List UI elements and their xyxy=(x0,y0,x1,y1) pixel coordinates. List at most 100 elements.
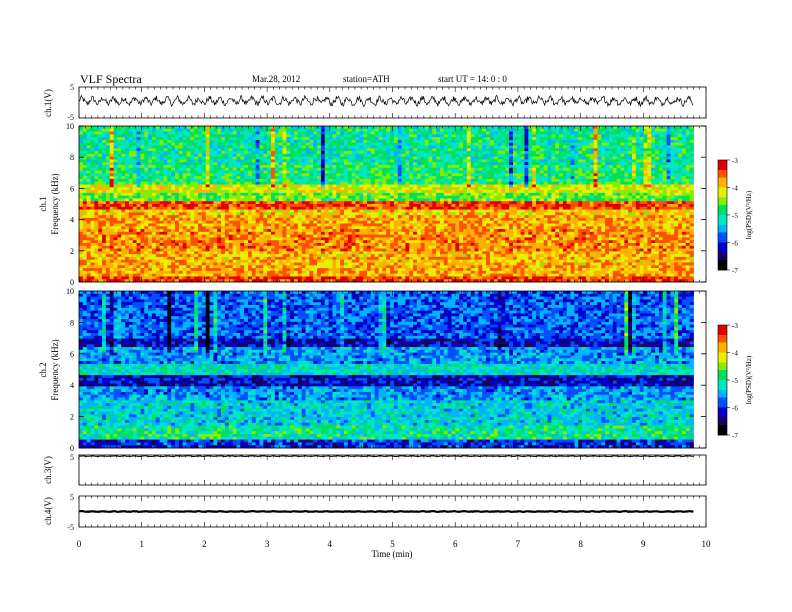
spectrogram-cell xyxy=(213,134,218,138)
spectrogram-cell xyxy=(343,243,349,247)
spectrogram-cell xyxy=(94,245,99,249)
spectrogram-cell xyxy=(267,254,272,258)
spectrogram-cell xyxy=(351,279,356,283)
spectrogram-cell xyxy=(190,201,195,205)
spectrogram-cell xyxy=(347,215,353,219)
spectrogram-cell xyxy=(117,217,122,222)
spectrogram-cell xyxy=(105,198,111,202)
spectrogram-cell xyxy=(182,181,187,185)
spectrogram-cell xyxy=(232,178,237,183)
spectrogram-cell xyxy=(155,142,161,146)
spectrogram-cell xyxy=(267,217,272,222)
spectrogram-cell xyxy=(209,195,214,199)
spectrogram-cell xyxy=(301,215,306,219)
spectrogram-cell xyxy=(328,162,333,166)
spectrogram-cell xyxy=(113,178,118,183)
spectrogram-cell xyxy=(144,170,149,174)
spectrogram-cell xyxy=(128,240,134,244)
spectrogram-cell xyxy=(175,131,180,135)
spectrogram-cell xyxy=(144,231,149,236)
spectrogram-cell xyxy=(409,192,414,197)
spectrogram-cell xyxy=(171,198,176,202)
spectrogram-cell xyxy=(416,153,422,158)
spectrogram-cell xyxy=(144,145,149,149)
spectrogram-cell xyxy=(363,173,368,177)
spectrogram-cell xyxy=(159,142,164,146)
spectrogram-cell xyxy=(259,176,264,180)
spectrogram-cell xyxy=(240,259,245,263)
spectrogram-cell xyxy=(144,128,149,132)
spectrogram-cell xyxy=(128,151,134,155)
spectrogram-cell xyxy=(136,254,141,258)
spectrogram-cell xyxy=(244,209,249,213)
spectrogram-cell xyxy=(374,248,379,252)
spectrogram-cell xyxy=(148,259,153,263)
spectrogram-cell xyxy=(178,162,184,166)
spectrogram-cell xyxy=(271,201,276,205)
spectrogram-cell xyxy=(79,268,84,272)
spectrogram-cell xyxy=(125,167,130,171)
spectrogram-cell xyxy=(393,128,399,132)
spectrogram-cell xyxy=(405,145,410,149)
spectrogram-cell xyxy=(374,265,379,269)
spectrogram-cell xyxy=(247,192,253,197)
spectrogram-cell xyxy=(263,145,268,149)
spectrogram-cell xyxy=(255,178,260,183)
spectrogram-cell xyxy=(343,240,349,244)
spectrogram-cell xyxy=(117,251,122,255)
spectrogram-cell xyxy=(413,273,418,277)
spectrogram-cell xyxy=(286,137,291,141)
spectrogram-cell xyxy=(374,268,379,272)
spectrogram-cell xyxy=(178,151,184,155)
spectrogram-cell xyxy=(370,259,376,263)
spectrogram-cell xyxy=(121,229,126,233)
spectrogram-cell xyxy=(255,187,260,191)
spectrogram-cell xyxy=(355,181,360,185)
spectrogram-cell xyxy=(159,139,164,144)
spectrogram-cell xyxy=(378,254,383,258)
spectrogram-cell xyxy=(409,251,414,255)
spectrogram-cell xyxy=(320,268,326,272)
spectrogram-cell xyxy=(328,139,333,144)
spectrogram-cell xyxy=(347,245,353,249)
spectrogram-cell xyxy=(382,176,387,180)
spectrogram-cell xyxy=(286,165,291,169)
spectrogram-cell xyxy=(132,268,138,272)
spectrogram-cell xyxy=(247,156,253,160)
spectrogram-cell xyxy=(182,240,187,244)
spectrogram-cell xyxy=(405,173,410,177)
spectrogram-cell xyxy=(159,151,164,155)
spectrogram-cell xyxy=(163,178,168,183)
spectrogram-cell xyxy=(217,145,222,149)
spectrogram-cell xyxy=(136,215,141,219)
spectrogram-cell xyxy=(159,128,164,132)
spectrogram-cell xyxy=(359,268,364,272)
spectrogram-cell xyxy=(140,270,145,275)
spectrogram-cell xyxy=(236,148,241,152)
spectrogram-cell xyxy=(294,209,299,213)
spectrogram-cell xyxy=(282,187,287,191)
spectrogram-cell xyxy=(167,268,172,272)
spectrogram-cell xyxy=(309,206,314,210)
spectrogram-cell xyxy=(79,212,84,216)
spectrogram-cell xyxy=(313,270,318,275)
spectrogram-cell xyxy=(305,254,310,258)
spectrogram-cell xyxy=(105,229,111,233)
spectrogram-cell xyxy=(274,243,280,247)
spectrogram-cell xyxy=(351,167,356,171)
spectrogram-cell xyxy=(294,276,299,280)
spectrogram-cell xyxy=(382,145,387,149)
spectrogram-cell xyxy=(313,192,318,197)
spectrogram-cell xyxy=(182,178,187,183)
spectrogram-cell xyxy=(390,248,395,252)
spectrogram-cell xyxy=(286,256,291,261)
spectrogram-cell xyxy=(328,195,333,199)
spectrogram-cell xyxy=(363,139,368,144)
spectrogram-cell xyxy=(255,276,260,280)
spectrogram-cell xyxy=(94,201,99,205)
spectrogram-cell xyxy=(98,254,103,258)
spectrogram-cell xyxy=(148,240,153,244)
spectrogram-cell xyxy=(159,212,164,216)
spectrogram-cell xyxy=(267,273,272,277)
spectrogram-cell xyxy=(224,251,230,255)
